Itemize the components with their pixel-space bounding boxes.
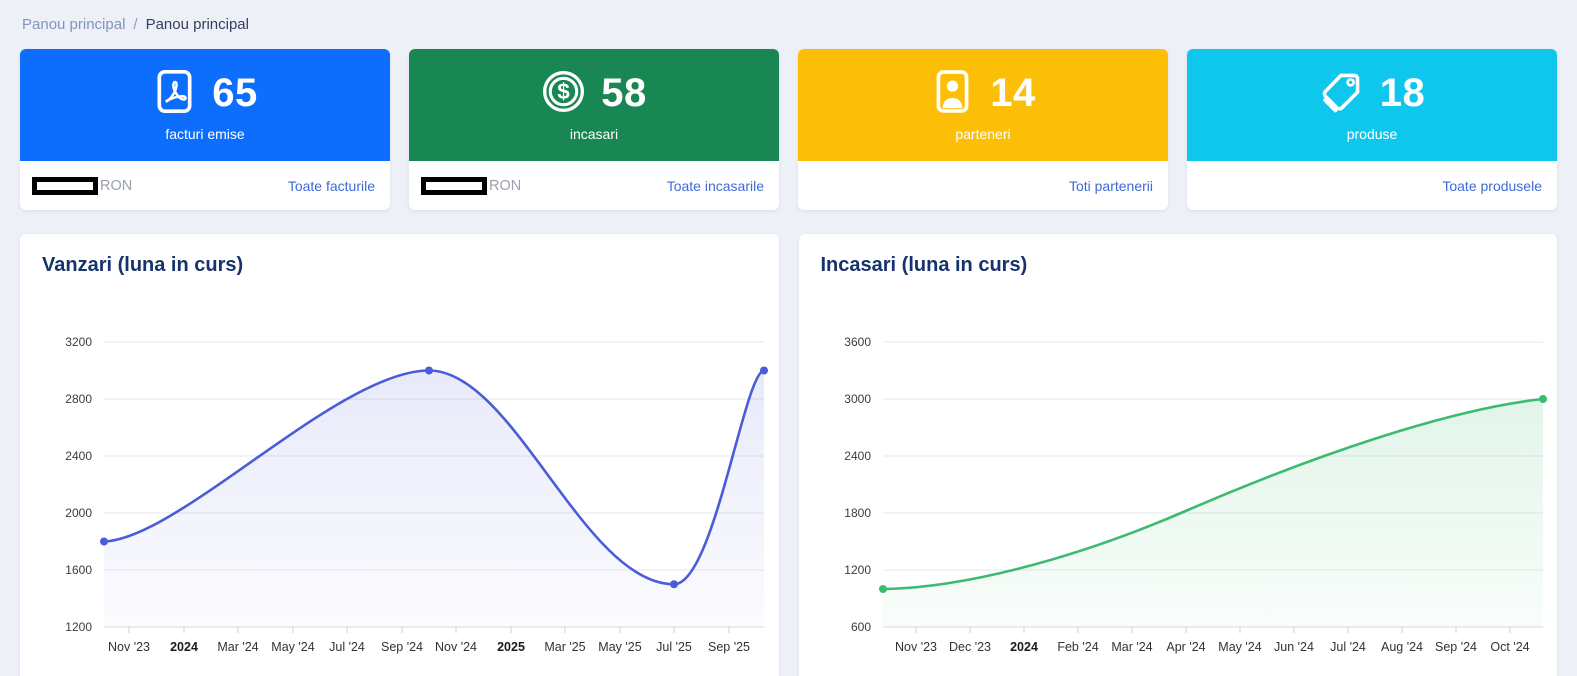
stat-label-facturi: facturi emise <box>165 125 245 142</box>
svg-text:1800: 1800 <box>844 506 871 520</box>
svg-text:Oct '24: Oct '24 <box>1490 640 1529 654</box>
chart-title-incasari: Incasari (luna in curs) <box>820 254 1028 276</box>
svg-text:Aug '24: Aug '24 <box>1381 640 1423 654</box>
stat-card-incasari-footer: RON Toate incasarile <box>409 161 779 210</box>
dollar-coin-icon: $ <box>541 69 586 119</box>
stat-card-facturi: 65 facturi emise RON Toate facturile <box>20 49 390 210</box>
svg-text:$: $ <box>557 79 570 104</box>
incasari-line <box>881 397 1545 591</box>
stat-value-parteneri: 14 <box>990 71 1036 115</box>
stat-value-facturi: 65 <box>212 71 258 115</box>
svg-text:Jul '24: Jul '24 <box>329 640 365 654</box>
stat-card-parteneri: 14 parteneri Toti partenerii <box>798 49 1168 210</box>
svg-text:Sep '24: Sep '24 <box>1435 640 1477 654</box>
svg-text:2400: 2400 <box>66 449 93 463</box>
stat-value-produse: 18 <box>1379 71 1426 115</box>
svg-text:Nov '24: Nov '24 <box>435 640 477 654</box>
svg-text:600: 600 <box>851 620 871 634</box>
svg-text:2800: 2800 <box>66 392 93 406</box>
svg-text:3000: 3000 <box>844 392 871 406</box>
svg-text:2400: 2400 <box>844 449 871 463</box>
svg-text:Feb '24: Feb '24 <box>1057 640 1098 654</box>
chart-title-vanzari: Vanzari (luna in curs) <box>42 254 244 276</box>
stat-card-parteneri-footer: Toti partenerii <box>798 161 1168 210</box>
svg-text:Nov '23: Nov '23 <box>108 640 150 654</box>
stat-card-incasari: $ 58 incasari RON Toate incasarile <box>409 49 779 210</box>
all-receipts-link[interactable]: Toate incasarile <box>666 177 764 194</box>
svg-text:2025: 2025 <box>497 640 525 654</box>
svg-text:2000: 2000 <box>66 506 93 520</box>
svg-text:Dec '23: Dec '23 <box>949 640 991 654</box>
svg-text:Sep '25: Sep '25 <box>708 640 750 654</box>
svg-text:Mar '25: Mar '25 <box>545 640 586 654</box>
redacted-amount <box>421 176 487 195</box>
svg-text:1200: 1200 <box>844 563 871 577</box>
stat-card-facturi-footer: RON Toate facturile <box>20 161 390 210</box>
breadcrumb-current: Panou principal <box>145 16 249 33</box>
svg-text:May '25: May '25 <box>599 640 642 654</box>
currency-label: RON <box>100 177 133 194</box>
chart-card-incasari: Incasari (luna in curs) 3600 3000 2400 1… <box>798 234 1557 676</box>
all-products-link[interactable]: Toate produsele <box>1442 177 1542 194</box>
charts-row: Vanzari (luna in curs) 3200 2800 2400 20… <box>20 234 1557 676</box>
stat-cards-row: 65 facturi emise RON Toate facturile $ <box>20 49 1557 210</box>
redacted-amount <box>32 176 98 195</box>
svg-text:Jun '24: Jun '24 <box>1274 640 1314 654</box>
svg-text:Jul '24: Jul '24 <box>1330 640 1366 654</box>
svg-text:Apr '24: Apr '24 <box>1166 640 1205 654</box>
svg-text:2024: 2024 <box>170 640 198 654</box>
vanzari-area <box>104 370 765 627</box>
stat-card-produse-header: 18 produse <box>1187 49 1557 161</box>
svg-text:May '24: May '24 <box>1218 640 1261 654</box>
breadcrumb: Panou principal / Panou principal <box>0 0 1577 33</box>
stat-label-incasari: incasari <box>569 125 619 142</box>
vanzari-line <box>102 369 766 586</box>
breadcrumb-separator: / <box>133 16 138 33</box>
vanzari-line-chart: 3200 2800 2400 2000 1600 1200 Nov '23 20… <box>66 335 769 654</box>
svg-text:May '24: May '24 <box>272 640 315 654</box>
amount-incasari: RON <box>421 176 522 195</box>
svg-text:3600: 3600 <box>844 335 871 349</box>
incasari-line-chart: 3600 3000 2400 1800 1200 600 Nov '23 Dec… <box>844 335 1547 654</box>
svg-text:Mar '24: Mar '24 <box>218 640 259 654</box>
pdf-file-icon <box>152 69 197 119</box>
stat-card-produse: 18 produse Toate produsele <box>1187 49 1557 210</box>
stat-card-produse-footer: Toate produsele <box>1187 161 1557 210</box>
incasari-area <box>882 399 1543 627</box>
person-card-icon <box>930 69 975 119</box>
breadcrumb-parent-link[interactable]: Panou principal <box>22 16 126 33</box>
all-invoices-link[interactable]: Toate facturile <box>287 177 375 194</box>
incasari-point <box>1538 395 1547 403</box>
vanzari-point <box>670 580 679 589</box>
svg-text:1200: 1200 <box>66 620 93 634</box>
svg-text:1600: 1600 <box>66 563 93 577</box>
vanzari-point <box>100 537 109 546</box>
svg-text:Sep '24: Sep '24 <box>381 640 423 654</box>
svg-text:3200: 3200 <box>66 335 93 349</box>
amount-facturi: RON <box>32 176 133 195</box>
incasari-point <box>878 585 887 593</box>
all-partners-link[interactable]: Toti partenerii <box>1068 177 1153 194</box>
vanzari-point <box>425 366 434 375</box>
stat-card-incasari-header: $ 58 incasari <box>409 49 779 161</box>
stat-label-produse: produse <box>1346 126 1398 142</box>
stat-card-facturi-header: 65 facturi emise <box>20 49 390 161</box>
svg-text:2024: 2024 <box>1010 640 1038 654</box>
svg-text:Nov '23: Nov '23 <box>895 640 937 654</box>
chart-card-vanzari: Vanzari (luna in curs) 3200 2800 2400 20… <box>20 234 779 676</box>
tags-icon <box>1319 68 1365 119</box>
vanzari-point <box>760 366 769 375</box>
stat-value-incasari: 58 <box>601 71 647 115</box>
svg-text:Jul '25: Jul '25 <box>656 640 692 654</box>
stat-card-parteneri-header: 14 parteneri <box>798 49 1168 161</box>
svg-text:Mar '24: Mar '24 <box>1111 640 1152 654</box>
currency-label: RON <box>489 177 522 194</box>
stat-label-parteneri: parteneri <box>955 125 1011 142</box>
